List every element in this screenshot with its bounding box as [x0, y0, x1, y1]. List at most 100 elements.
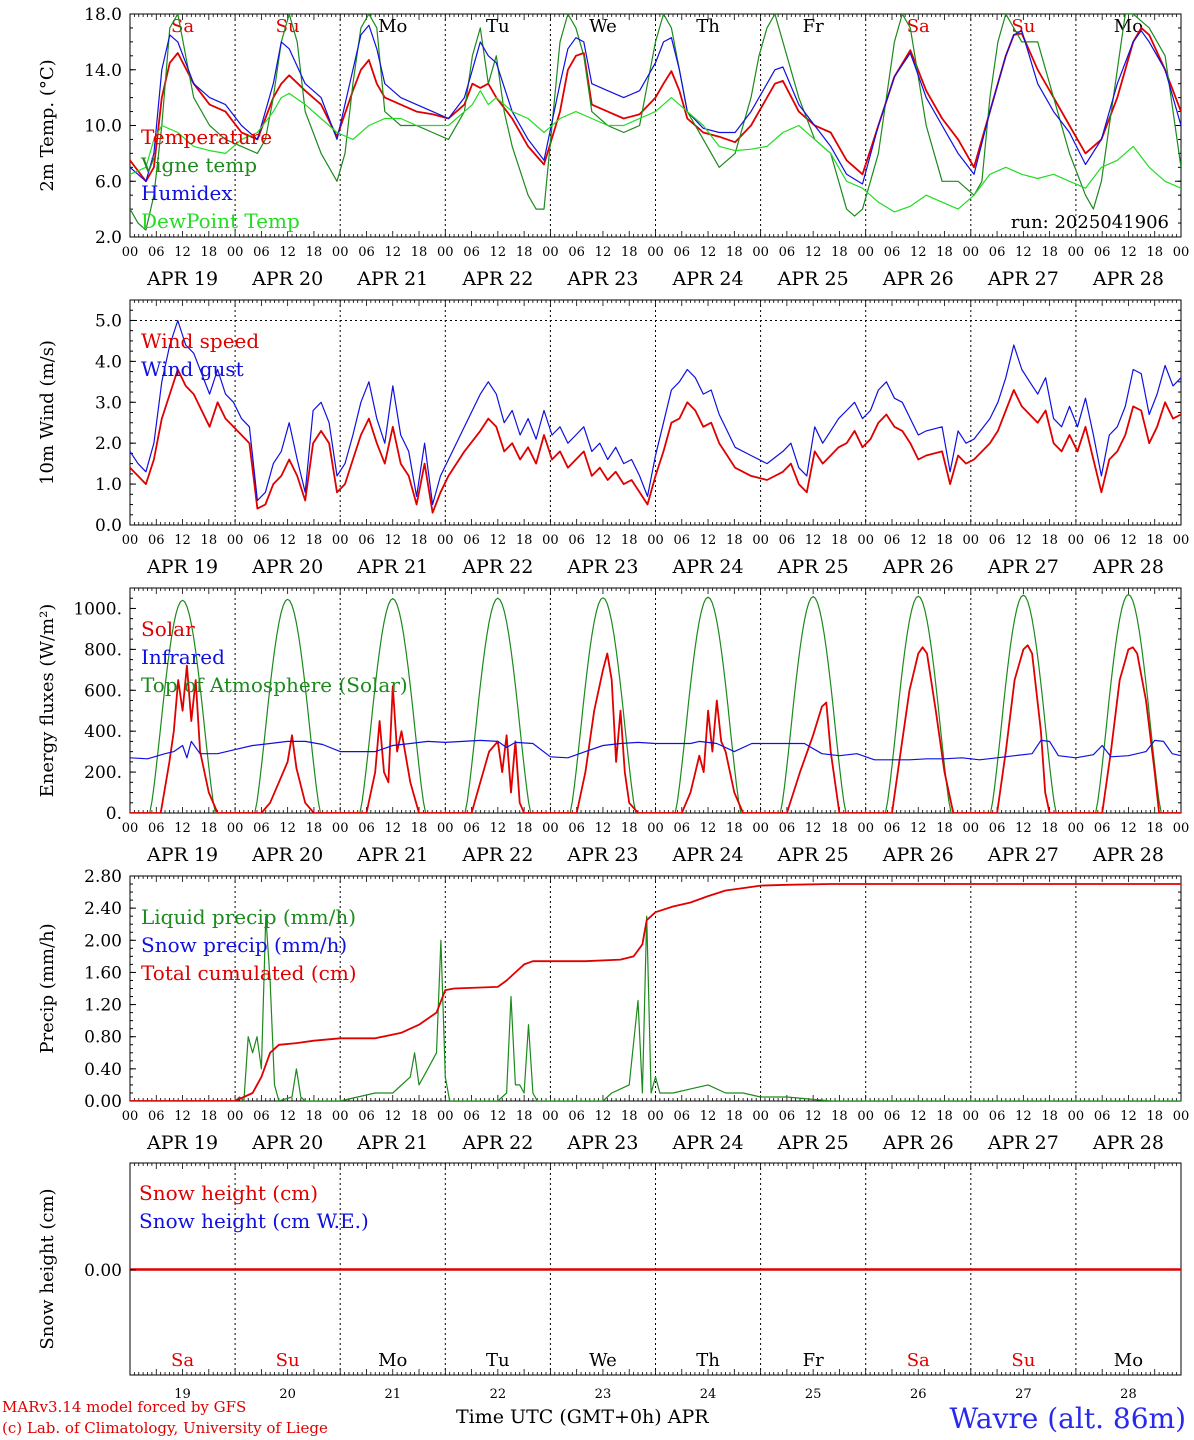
- weekday-label: Mo: [1114, 1350, 1143, 1371]
- day-label: APR 22: [461, 268, 533, 290]
- day-label: APR 23: [566, 844, 638, 866]
- series-vigne-temp: [130, 14, 1181, 231]
- date-label: 19: [174, 1387, 191, 1400]
- legend-entry: Wind speed: [141, 329, 259, 353]
- hour-label: 12: [384, 245, 401, 260]
- hour-label: 00: [542, 245, 559, 260]
- day-label: APR 24: [672, 268, 744, 290]
- legend-entry: Humidex: [141, 181, 233, 205]
- hour-label: 06: [148, 821, 165, 836]
- y-tick-label: 6.0: [95, 172, 122, 192]
- hour-label: 00: [1173, 245, 1190, 260]
- hour-label: 12: [595, 1109, 612, 1124]
- hour-label: 12: [910, 533, 927, 548]
- weekday-label: Su: [276, 16, 300, 37]
- hour-label: 00: [332, 1109, 349, 1124]
- hour-label: 12: [805, 245, 822, 260]
- hour-label: 00: [122, 821, 139, 836]
- hour-label: 00: [1173, 533, 1190, 548]
- hour-label: 00: [647, 1109, 664, 1124]
- hour-label: 00: [752, 245, 769, 260]
- y-tick-label: 1.0: [95, 475, 122, 495]
- hour-label: 00: [122, 533, 139, 548]
- hour-label: 18: [831, 821, 848, 836]
- day-label: APR 26: [882, 844, 954, 866]
- hour-label: 12: [384, 1109, 401, 1124]
- y-tick-label: 2.40: [84, 899, 122, 919]
- weekday-label: Tu: [486, 1350, 510, 1371]
- weekday-label: Tu: [486, 16, 510, 37]
- series-liquid-precip-mm-h-: [130, 915, 1181, 1101]
- hour-label: 12: [279, 1109, 296, 1124]
- hour-label: 06: [1094, 1109, 1111, 1124]
- panel-2: 0.0 1.0 2.0 3.0 4.0 5.0 10m Wind (m/s) 00 06 12 18…: [37, 299, 1190, 578]
- legend-entry: Temperature: [141, 125, 272, 149]
- hour-label: 18: [306, 821, 323, 836]
- hour-label: 00: [227, 1109, 244, 1124]
- hour-label: 12: [1015, 533, 1032, 548]
- y-axis-label: Energy fluxes (W/m²): [37, 604, 58, 798]
- hour-label: 18: [201, 821, 218, 836]
- hour-label: 18: [936, 821, 953, 836]
- series-wind-speed: [130, 368, 1181, 514]
- hour-label: 12: [174, 1109, 191, 1124]
- day-label: APR 25: [777, 268, 849, 290]
- hour-label: 12: [700, 821, 717, 836]
- hour-label: 12: [700, 245, 717, 260]
- date-label: 26: [910, 1387, 927, 1400]
- y-tick-label: 0.40: [84, 1060, 122, 1080]
- hour-label: 18: [621, 821, 638, 836]
- hour-label: 06: [463, 533, 480, 548]
- hour-label: 18: [1146, 533, 1163, 548]
- date-label: 23: [595, 1387, 612, 1400]
- hour-label: 12: [700, 1109, 717, 1124]
- series-group: [130, 883, 1181, 1101]
- hour-label: 06: [253, 1109, 270, 1124]
- legend-entry: Snow precip (mm/h): [141, 933, 347, 957]
- day-label: APR 25: [777, 1132, 849, 1154]
- panel-5: Snow height (cm) 0.00 Sa 19 Su 20 Mo 21 Tu 22 We 23…: [37, 1162, 1182, 1402]
- hour-label: 18: [936, 1109, 953, 1124]
- day-label: APR 19: [146, 844, 218, 866]
- weekday-label: We: [589, 16, 617, 37]
- day-label: APR 20: [251, 268, 323, 290]
- hour-label: 12: [1120, 821, 1137, 836]
- series-toa-solar: [130, 593, 1181, 813]
- panel-4: 0.00 0.40 0.80 1.20 1.60 2.00 2.40 2.80 Precip (…: [37, 867, 1189, 1154]
- hour-label: 00: [752, 821, 769, 836]
- hour-label: 06: [568, 1109, 585, 1124]
- hour-label: 18: [1041, 821, 1058, 836]
- hour-label: 12: [490, 821, 507, 836]
- hour-label: 06: [989, 1109, 1006, 1124]
- legend-entry: Snow height (cm W.E.): [139, 1209, 369, 1233]
- hour-label: 06: [463, 821, 480, 836]
- hour-label: 06: [1094, 245, 1111, 260]
- hour-label: 06: [568, 245, 585, 260]
- hour-label: 18: [726, 245, 743, 260]
- hour-label: 00: [332, 821, 349, 836]
- hour-label: 12: [1015, 245, 1032, 260]
- legend-entry: Top of Atmosphere (Solar): [141, 673, 408, 697]
- time-axis-title: Time UTC (GMT+0h) APR: [456, 1406, 709, 1428]
- day-label: APR 27: [987, 1132, 1059, 1154]
- day-label: APR 24: [672, 556, 744, 578]
- hour-label: 18: [1146, 245, 1163, 260]
- hour-label: 18: [1146, 821, 1163, 836]
- day-label: APR 19: [146, 268, 218, 290]
- hour-label: 18: [831, 245, 848, 260]
- hour-label: 12: [174, 821, 191, 836]
- day-label: APR 19: [146, 1132, 218, 1154]
- hour-label: 06: [779, 245, 796, 260]
- hour-label: 00: [1173, 1109, 1190, 1124]
- hour-label: 18: [621, 533, 638, 548]
- hour-label: 00: [227, 245, 244, 260]
- hour-label: 06: [463, 245, 480, 260]
- hour-label: 00: [332, 245, 349, 260]
- hour-label: 06: [989, 821, 1006, 836]
- hour-label: 12: [490, 1109, 507, 1124]
- hour-label: 18: [516, 245, 533, 260]
- day-label: APR 22: [461, 556, 533, 578]
- hour-label: 06: [568, 533, 585, 548]
- hour-label: 06: [253, 821, 270, 836]
- hour-label: 06: [148, 533, 165, 548]
